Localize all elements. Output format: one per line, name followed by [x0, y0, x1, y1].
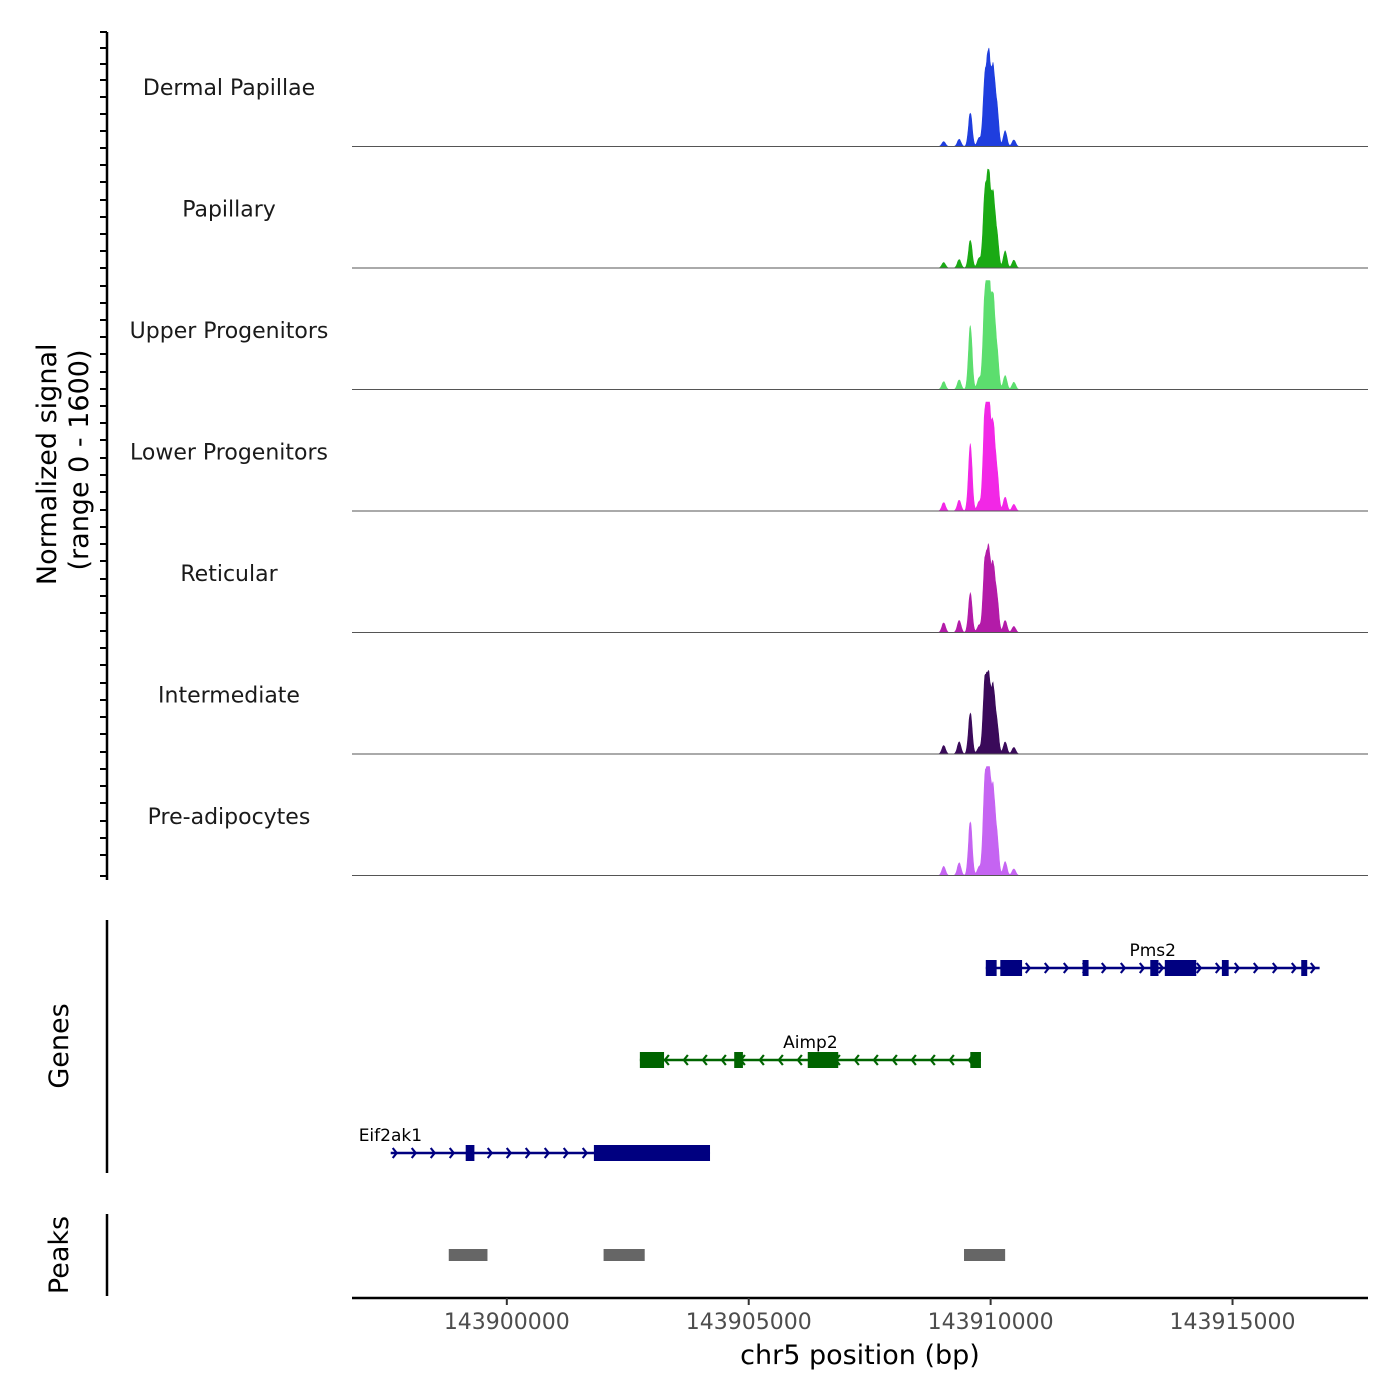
- coverage-tracks: Dermal Papillae Papillary Upper Progenitor…: [130, 47, 1368, 876]
- gene-exon: [807, 1052, 839, 1068]
- y-axis-title-line-1: Normalized signal: [32, 344, 63, 586]
- strand-chevron: [853, 1054, 860, 1066]
- coverage-track: Lower Progenitors: [130, 401, 1368, 512]
- coverage-track: Dermal Papillae: [143, 47, 1368, 147]
- gene-exon: [1150, 960, 1159, 976]
- strand-chevron: [1233, 962, 1241, 974]
- coverage-signal: [352, 543, 1368, 633]
- strand-chevron: [777, 1054, 784, 1066]
- strand-chevron: [1043, 962, 1051, 974]
- coverage-signal: [352, 47, 1368, 147]
- strand-chevron: [1119, 962, 1127, 974]
- x-axis-ticks: 143900000 143905000 143910000 143915000: [444, 1298, 1296, 1335]
- coverage-signal: [352, 280, 1368, 390]
- track-label: Pre-adipocytes: [148, 805, 311, 830]
- x-tick-label: 143910000: [928, 1310, 1054, 1335]
- coverage-track: Pre-adipocytes: [148, 766, 1368, 876]
- gene-exon: [1082, 960, 1089, 976]
- strand-chevron: [505, 1147, 513, 1159]
- track-label: Dermal Papillae: [143, 76, 315, 101]
- strand-chevron: [562, 1147, 570, 1159]
- gene-exon: [1164, 960, 1197, 976]
- track-label: Upper Progenitors: [130, 319, 329, 344]
- strand-chevron: [486, 1147, 494, 1159]
- peak-region: [603, 1249, 645, 1261]
- gene-label: Aimp2: [783, 1033, 838, 1053]
- strand-chevron: [410, 1147, 418, 1159]
- strand-chevron: [720, 1054, 727, 1066]
- coverage-track: Papillary: [182, 168, 1368, 269]
- track-label: Lower Progenitors: [130, 441, 328, 466]
- gene-label: Eif2ak1: [359, 1126, 422, 1146]
- coverage-y-axis-title: Normalized signal (range 0 - 1600): [32, 335, 95, 585]
- track-label: Reticular: [180, 562, 278, 587]
- strand-chevron: [524, 1147, 532, 1159]
- peak-region: [448, 1249, 488, 1261]
- strand-chevron: [1290, 962, 1298, 974]
- gene-exon: [734, 1052, 743, 1068]
- gene-exon: [465, 1145, 475, 1161]
- gene-exon: [1221, 960, 1229, 976]
- strand-chevron: [758, 1054, 765, 1066]
- x-tick-label: 143900000: [444, 1310, 570, 1335]
- coverage-track: Upper Progenitors: [130, 280, 1368, 390]
- x-tick-label: 143915000: [1170, 1310, 1296, 1335]
- strand-chevron: [701, 1054, 708, 1066]
- strand-chevron: [872, 1054, 879, 1066]
- strand-chevron: [1271, 962, 1279, 974]
- strand-chevron: [682, 1054, 689, 1066]
- gene-exon: [1301, 960, 1308, 976]
- strand-chevron: [1252, 962, 1260, 974]
- strand-chevron: [391, 1147, 399, 1159]
- strand-chevron: [581, 1147, 589, 1159]
- gene-exon: [593, 1145, 711, 1161]
- y-axis-title-line-2: (range 0 - 1600): [64, 350, 95, 571]
- strand-chevron: [1214, 962, 1222, 974]
- coverage-track: Reticular: [180, 543, 1368, 633]
- strand-chevron: [1024, 962, 1032, 974]
- strand-chevron: [910, 1054, 917, 1066]
- gene-exon: [1000, 960, 1023, 976]
- coverage-track: Intermediate: [158, 669, 1368, 755]
- strand-chevron: [1062, 962, 1070, 974]
- strand-chevron: [1138, 962, 1146, 974]
- strand-chevron: [929, 1054, 936, 1066]
- strand-chevron: [796, 1054, 803, 1066]
- strand-chevron: [1309, 962, 1317, 974]
- strand-chevron: [543, 1147, 551, 1159]
- gene-model: Aimp2: [639, 1033, 981, 1068]
- genes-panel-title: Genes: [44, 1003, 75, 1088]
- coverage-signal: [352, 401, 1368, 512]
- x-tick-label: 143905000: [686, 1310, 812, 1335]
- track-label: Papillary: [182, 198, 276, 223]
- gene-annotations: Pms2 Aimp2 Eif2ak1: [359, 941, 1320, 1161]
- peak-regions: [448, 1249, 1006, 1261]
- gene-exon: [970, 1052, 981, 1068]
- gene-model: Pms2: [985, 941, 1320, 976]
- coverage-signal: [352, 168, 1368, 269]
- gene-exon: [639, 1052, 665, 1068]
- strand-chevron: [1195, 962, 1203, 974]
- coverage-y-axis: [100, 31, 109, 880]
- coverage-y-ticks: [100, 31, 107, 877]
- gene-label: Pms2: [1129, 941, 1175, 961]
- track-label: Intermediate: [158, 684, 300, 709]
- gene-exon: [985, 960, 992, 976]
- strand-chevron: [429, 1147, 437, 1159]
- coverage-signal: [352, 669, 1368, 755]
- strand-chevron: [1100, 962, 1108, 974]
- gene-exon: [990, 960, 997, 976]
- strand-chevron: [663, 1054, 670, 1066]
- gene-model: Eif2ak1: [359, 1126, 711, 1161]
- x-axis-title: chr5 position (bp): [740, 1340, 980, 1371]
- strand-chevron: [948, 1054, 955, 1066]
- peaks-panel-title: Peaks: [44, 1216, 75, 1294]
- strand-chevron: [891, 1054, 898, 1066]
- strand-chevron: [1157, 962, 1165, 974]
- strand-chevron: [448, 1147, 456, 1159]
- coverage-signal: [352, 766, 1368, 876]
- peak-region: [964, 1249, 1006, 1261]
